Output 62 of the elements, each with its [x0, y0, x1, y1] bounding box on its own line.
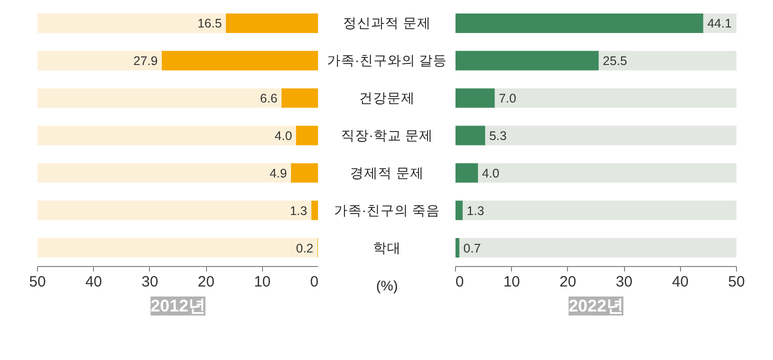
x-tick-label: 50 [728, 274, 745, 290]
data-label: 44.1 [707, 16, 732, 31]
data-label: 4.0 [482, 166, 500, 180]
bar [456, 238, 460, 258]
bar [290, 163, 318, 183]
bar [38, 50, 162, 70]
bar [38, 238, 318, 258]
y-tick-label: 학대 [373, 240, 401, 256]
data-label: 4.9 [270, 166, 288, 180]
x-tick-label: 0 [456, 274, 464, 290]
bar [462, 200, 736, 220]
bar [38, 163, 291, 183]
bar [456, 13, 704, 33]
x-tick-label: 10 [503, 274, 520, 290]
x-tick-label: 30 [616, 274, 632, 290]
y-tick-label: 가족·친구의 죽음 [334, 202, 440, 218]
bar [456, 163, 478, 183]
data-label: 4.0 [274, 129, 292, 143]
data-label: 0.7 [463, 241, 481, 256]
x-axis-title: 2012년 [150, 296, 206, 316]
bar [38, 126, 296, 146]
x-axis-title: 2022년 [568, 296, 624, 316]
data-label: 7.0 [498, 92, 516, 106]
data-label: 1.3 [290, 204, 308, 218]
x-tick-label: 40 [672, 274, 689, 290]
x-tick-label: 20 [560, 274, 576, 290]
bar [38, 88, 282, 108]
data-label: 1.3 [466, 204, 484, 218]
data-label: 5.3 [489, 129, 507, 143]
bar [456, 50, 599, 70]
bar [459, 238, 736, 258]
y-tick-label: 직장·학교 문제 [340, 128, 434, 143]
bar [281, 88, 318, 108]
x-tick-label: 30 [142, 274, 158, 290]
y-tick-label: 정신과적 문제 [343, 16, 431, 31]
bar [38, 200, 312, 220]
y-tick-label: 경제적 문제 [350, 165, 424, 180]
x-tick-label: 10 [254, 274, 271, 290]
bar [456, 88, 495, 108]
bar [485, 126, 736, 146]
bar [456, 200, 463, 220]
data-label: 25.5 [602, 54, 628, 68]
bar [296, 126, 318, 146]
bar [162, 50, 318, 70]
data-label: 27.9 [133, 54, 158, 68]
bar [598, 50, 736, 70]
bar [226, 13, 318, 33]
x-tick-label: 20 [198, 274, 214, 290]
data-label: 6.6 [260, 92, 278, 106]
bar [456, 126, 486, 146]
data-label: 16.5 [197, 16, 222, 31]
bar [311, 200, 318, 220]
bar [38, 13, 226, 33]
bar [494, 88, 736, 108]
bar [478, 163, 736, 183]
x-tick-label: 40 [85, 274, 102, 290]
x-tick-label: 0 [310, 274, 318, 290]
y-tick-label: 가족·친구와의 갈등 [326, 53, 448, 68]
data-label: 0.2 [296, 241, 314, 256]
text: (%) [376, 278, 398, 294]
y-tick-label: 건강문제 [359, 90, 415, 106]
x-tick-label: 50 [29, 274, 46, 290]
